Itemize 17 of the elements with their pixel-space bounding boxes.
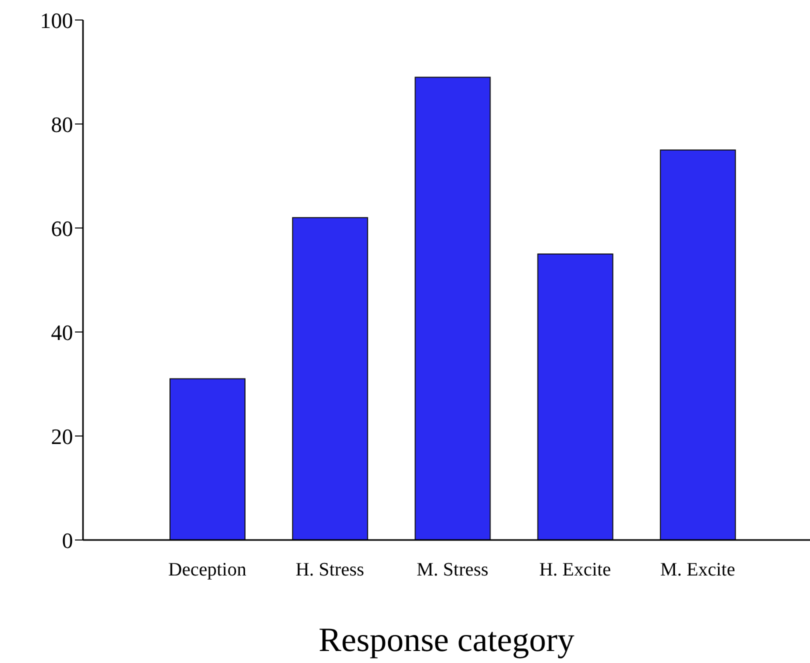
bar bbox=[170, 378, 246, 540]
x-tick-label: H. Excite bbox=[539, 559, 611, 580]
bar bbox=[660, 150, 736, 540]
y-tick-label: 20 bbox=[51, 424, 73, 449]
bar bbox=[414, 76, 491, 540]
x-tick-label: H. Stress bbox=[296, 559, 364, 580]
y-tick-label: 100 bbox=[40, 8, 73, 33]
x-tick-label: M. Stress bbox=[416, 559, 488, 580]
y-tick-label: 40 bbox=[51, 320, 73, 345]
bar bbox=[537, 254, 614, 540]
y-tick-label: 60 bbox=[51, 216, 73, 241]
x-axis-title: Response category bbox=[318, 622, 574, 659]
x-tick-label: M. Excite bbox=[660, 559, 736, 580]
x-tick-label: Deception bbox=[168, 559, 247, 580]
bar bbox=[292, 217, 368, 540]
y-tick-label: 80 bbox=[51, 112, 73, 137]
y-tick-label: 0 bbox=[62, 528, 73, 553]
